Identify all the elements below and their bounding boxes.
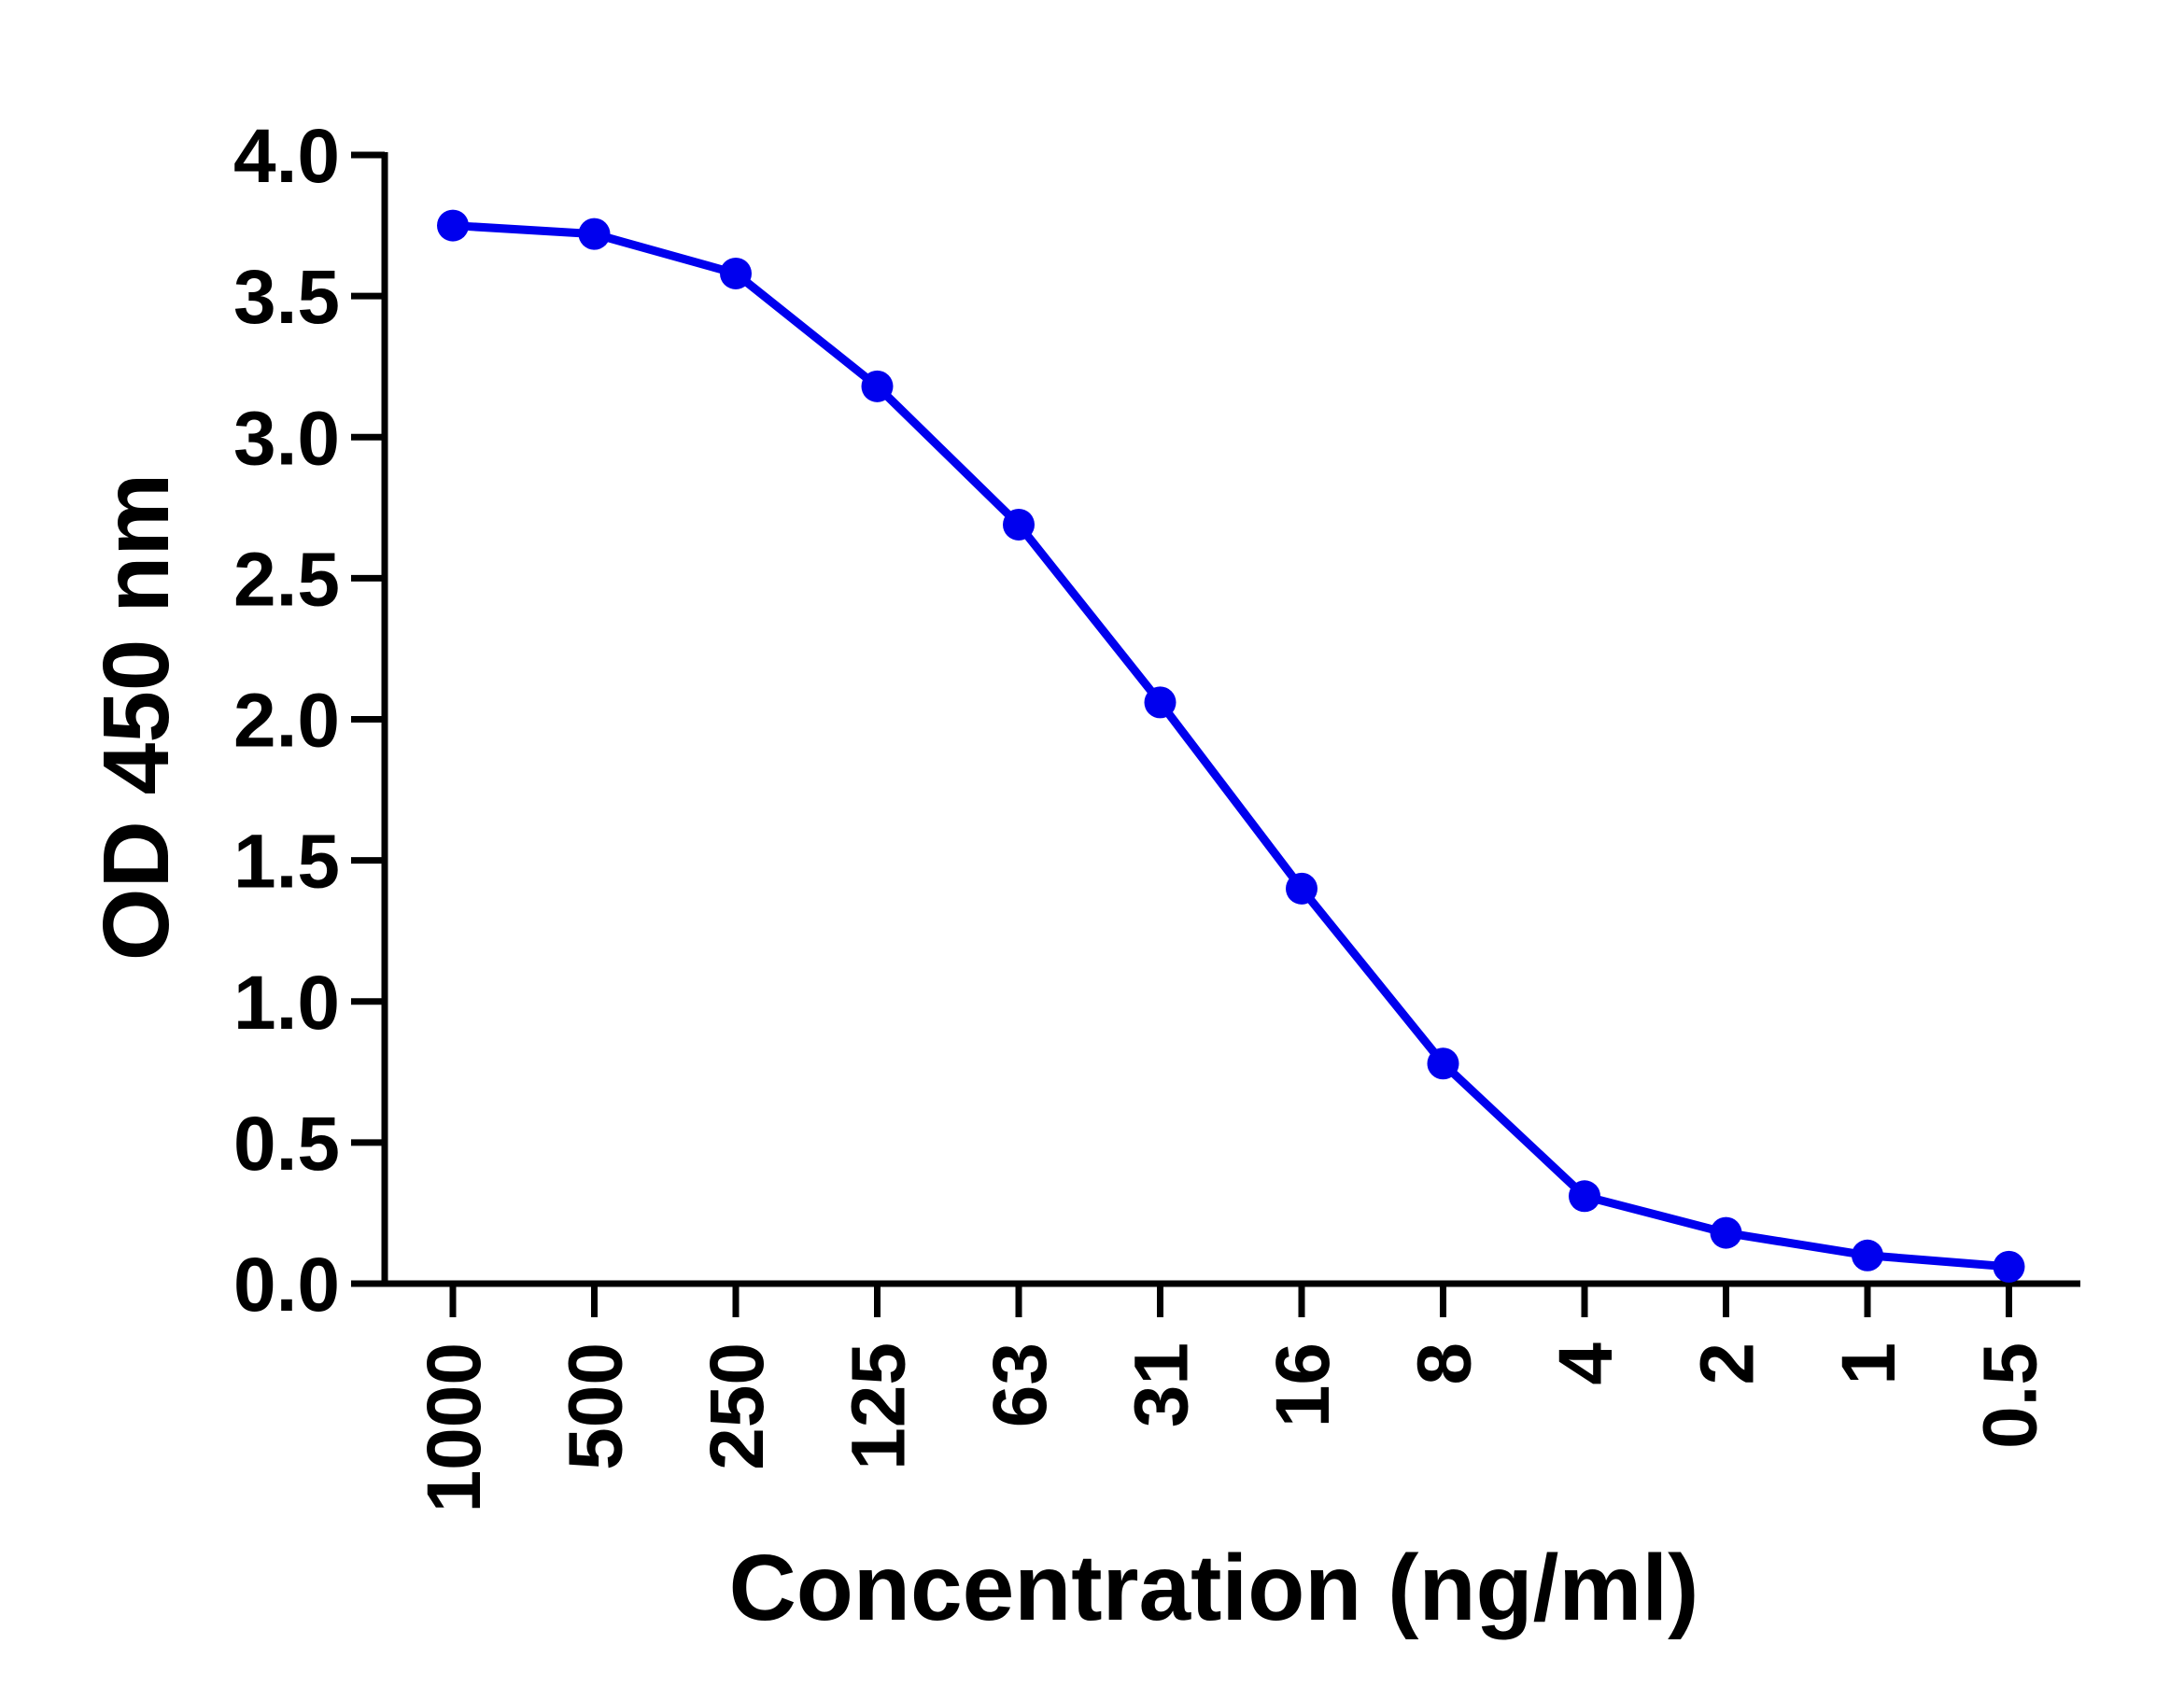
data-point — [720, 257, 752, 289]
x-axis-ticks: 1000 500 250 125 63 31 16 8 4 2 1 0.5 — [412, 1284, 2053, 1512]
data-point — [1427, 1047, 1459, 1080]
y-tick-label: 4.0 — [233, 114, 340, 199]
x-tick-label: 1000 — [412, 1342, 497, 1512]
series-line — [452, 221, 2009, 1271]
x-tick-label: 500 — [554, 1342, 639, 1470]
data-point — [1993, 1250, 2025, 1283]
y-tick-label: 0.5 — [233, 1102, 340, 1187]
data-point — [1286, 872, 1317, 905]
x-tick-label: 125 — [837, 1342, 922, 1470]
y-tick-label: 0.0 — [233, 1243, 340, 1328]
x-tick-label: 8 — [1402, 1342, 1487, 1385]
y-tick-label: 1.5 — [233, 820, 340, 905]
x-tick-label: 31 — [1120, 1342, 1205, 1427]
y-tick-label: 1.0 — [233, 961, 340, 1046]
y-tick-label: 3.0 — [233, 396, 340, 481]
data-point — [1710, 1216, 1742, 1249]
x-tick-label: 63 — [978, 1342, 1063, 1427]
data-point — [861, 370, 894, 402]
y-axis-ticks: 0.0 0.5 1.0 1.5 2.0 2.5 3.0 3.5 4.0 — [233, 114, 385, 1328]
data-point — [1144, 686, 1177, 719]
x-axis-label: Concentration (ng/ml) — [729, 1536, 1699, 1640]
x-tick-label: 0.5 — [1968, 1342, 2053, 1449]
x-tick-label: 16 — [1261, 1342, 1346, 1427]
data-point — [578, 218, 611, 250]
y-tick-label: 2.5 — [233, 537, 340, 622]
y-tick-label: 3.5 — [233, 255, 340, 340]
series-group — [437, 209, 2025, 1283]
data-point — [1003, 508, 1035, 541]
data-point — [437, 209, 469, 242]
x-tick-label: 1 — [1826, 1342, 1911, 1385]
data-point — [1569, 1180, 1600, 1213]
x-tick-label: 2 — [1685, 1342, 1770, 1385]
y-axis-label: OD 450 nm — [84, 473, 189, 961]
data-point — [1852, 1239, 1883, 1271]
x-tick-label: 4 — [1543, 1342, 1628, 1385]
y-tick-label: 2.0 — [233, 679, 340, 764]
x-tick-label: 250 — [695, 1342, 780, 1470]
